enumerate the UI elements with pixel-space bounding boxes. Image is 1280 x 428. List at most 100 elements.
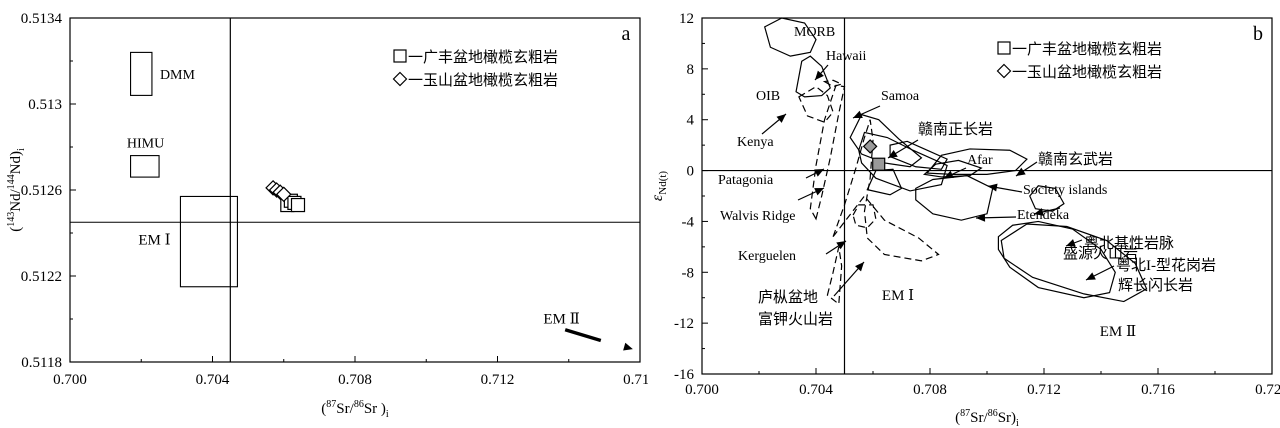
y-tick-label: -12 — [674, 316, 694, 332]
x-label-sup: 86 — [354, 399, 364, 410]
field-outline-kerguelen-dashed — [832, 119, 940, 262]
x-label-part: ( — [321, 401, 326, 417]
field-outline-society-islands — [922, 159, 983, 178]
arrow-society-head — [988, 183, 998, 192]
field-outline-shengyuan — [1029, 185, 1065, 212]
x-label-sup: 86 — [988, 408, 998, 419]
legend-marker-square — [997, 41, 1011, 55]
field-label-em1: EM Ⅰ — [138, 232, 170, 248]
y-tick-label: 4 — [687, 113, 695, 129]
y-axis-label: εNd(t) — [649, 171, 669, 201]
field-box-emⅰ — [179, 195, 238, 288]
field-label-gannan-basalt: 赣南玄武岩 — [1038, 151, 1113, 168]
field-box-himu — [130, 155, 160, 178]
field-outline-yuebei-dyke — [1000, 223, 1148, 303]
data-point-guangfeng — [872, 157, 886, 171]
y-label-epsilon: ε — [649, 194, 666, 201]
y-tick-label: 0.5118 — [21, 355, 62, 371]
em2-arrow-line — [564, 328, 602, 343]
field-label-walvis: Walvis Ridge — [720, 209, 795, 224]
data-point-guangfeng — [290, 197, 306, 213]
x-label-part: Sr ) — [364, 401, 386, 417]
field-label-gabbro-diorite: 辉长闪长岩 — [1118, 277, 1193, 294]
y-tick-label: 0 — [687, 164, 695, 180]
field-label-yuebei-dyke: 粤北基性岩脉 — [1084, 234, 1174, 252]
x-label-sub: i — [1016, 418, 1019, 428]
field-outline-samoa — [849, 113, 923, 168]
y-tick-label: 0.5134 — [21, 11, 63, 27]
y-tick-label: 0.5122 — [21, 269, 62, 285]
field-label-kerguelen: Kerguelen — [738, 249, 796, 264]
field-outline-walvis-dashed — [852, 204, 877, 229]
data-point-yushan — [862, 139, 878, 154]
x-tick-label: 0.700 — [685, 382, 719, 398]
field-outline-afar-inner — [889, 140, 948, 170]
y-label-sub: Nd(t) — [657, 171, 669, 195]
arrow-afar-head — [944, 170, 954, 178]
x-label-sub: i — [386, 409, 389, 420]
x-label-part: Sr) — [998, 410, 1016, 426]
field-label-afar: Afar — [967, 153, 993, 168]
field-label-em1: EM Ⅰ — [882, 288, 914, 304]
y-label-part: Nd) — [8, 151, 24, 174]
field-label-patagonia: Patagonia — [718, 173, 774, 188]
x-label-part: Sr/ — [336, 401, 354, 417]
field-label-society: Society islands — [1023, 183, 1107, 198]
field-label-luzong: 庐枞盆地 — [758, 289, 818, 306]
field-label-dmm: DMM — [160, 68, 196, 83]
y-tick-label: 0.513 — [28, 97, 62, 113]
field-box-dmm — [130, 51, 153, 96]
arrow-samoa-head — [853, 110, 863, 118]
x-tick-label: 0.704 — [799, 382, 833, 398]
x-label-sup: 87 — [960, 408, 970, 419]
legend-marker-square — [393, 49, 407, 63]
x-tick-label: 0.708 — [338, 372, 372, 388]
arrow-hawaii-head — [815, 70, 824, 80]
legend-marker-diamond — [996, 63, 1012, 79]
arrow-shengyuan-none-head — [1034, 208, 1044, 216]
x-tick-label: 0.704 — [196, 372, 230, 388]
y-axis-label: (143Nd/144Nd)i — [6, 148, 27, 232]
y-tick-label: 12 — [679, 11, 694, 27]
legend-label-guangfeng: 一广丰盆地橄榄玄粗岩 — [1012, 41, 1162, 58]
x-tick-label: 0.716 — [1141, 382, 1175, 398]
field-outline-small-dashed — [822, 79, 844, 88]
y-label-sup: 143 — [6, 212, 17, 227]
y-tick-label: -8 — [682, 265, 695, 281]
y-label-sub: i — [16, 148, 27, 151]
arrow-etendeka-head — [976, 213, 986, 222]
y-label-part: Nd/ — [8, 188, 24, 211]
x-tick-label: 0.716 — [623, 372, 648, 388]
y-tick-label: 0.5126 — [21, 183, 63, 199]
field-outline-hawaii — [795, 55, 831, 98]
x-label-sup: 87 — [326, 399, 336, 410]
x-tick-label: 0.700 — [53, 372, 87, 388]
x-axis-label: (87Sr/86Sr)i — [955, 408, 1019, 428]
field-label-yuebei-granite: 粤北I-型花岗岩 — [1116, 256, 1216, 274]
em2-arrow-head — [623, 342, 633, 351]
panel-label-a: a — [622, 23, 631, 45]
field-label-morb: MORB — [794, 25, 835, 40]
arrow-gannan-syenite-head — [888, 149, 898, 158]
field-label-em2: EM Ⅱ — [1100, 324, 1136, 340]
arrow-gannan-basalt-head — [1016, 167, 1026, 176]
field-outline-gannan-syenite — [858, 131, 948, 192]
arrow-yuebei-dyke-head — [1066, 239, 1076, 247]
field-outline-oib-dashed — [798, 85, 834, 123]
field-outline-gannan-basalt — [925, 148, 1028, 175]
x-label-part: Sr/ — [970, 410, 988, 426]
x-tick-label: 0.712 — [481, 372, 515, 388]
field-label-luzong-k: 富钾火山岩 — [758, 310, 833, 328]
y-label-sup: 144 — [6, 174, 17, 189]
em2-label: EM Ⅱ — [543, 311, 579, 327]
data-point-yushan — [275, 186, 292, 203]
legend-marker-diamond — [392, 71, 408, 87]
field-outline-kenya-dashed — [809, 84, 846, 221]
arrow-patagonia-head — [814, 169, 824, 177]
field-label-shengyuan: 盛源火山岩 — [1063, 245, 1138, 262]
x-tick-label: 0.720 — [1255, 382, 1280, 398]
field-outline-morb — [763, 17, 817, 57]
x-tick-label: 0.712 — [1027, 382, 1061, 398]
x-axis-label: (87Sr/86Sr )i — [321, 399, 389, 420]
field-label-himu: HIMU — [127, 137, 164, 152]
